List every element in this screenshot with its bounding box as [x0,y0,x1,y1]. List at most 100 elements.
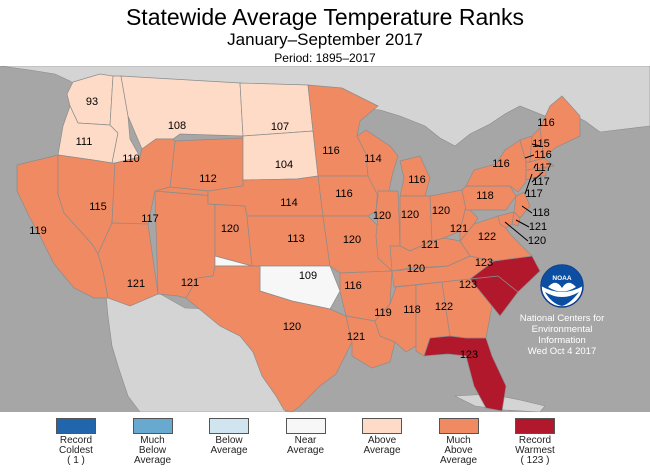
legend-item-record-coldest: Record Coldest( 1 ) [38,418,114,466]
map-legend: Record Coldest( 1 ) Much Below Average Bel… [0,418,650,475]
rank-label-ar: 116 [344,280,362,292]
rank-label-ct: 117 [525,188,543,200]
rank-label-sc: 123 [459,279,477,291]
legend-extreme-value: ( 123 ) [520,455,550,466]
state-nj [513,191,531,219]
legend-item-below: Below Average [191,418,267,456]
legend-label: Much Below Average [133,435,172,466]
rank-label-il: 120 [373,210,391,222]
credit-line-1: National Centers for [520,313,604,324]
legend-swatch [362,418,402,434]
legend-item-record-warmest: Record Warmest( 123 ) [497,418,573,466]
rank-label-in: 120 [401,209,419,221]
leader-line-ct [524,173,533,195]
legend-label: Record Coldest [59,435,93,456]
rank-label-vt: 116 [534,149,552,161]
rank-label-nh: 115 [532,138,550,150]
rank-label-ga: 122 [435,301,453,313]
rank-label-co: 120 [221,223,239,235]
leader-line-md [504,221,529,242]
state-me [539,95,581,159]
noaa-logo-icon: NOAA [540,264,584,308]
rank-label-ia: 116 [335,188,353,200]
state-wi [356,129,399,197]
leader-line-ma [533,163,537,169]
rank-label-ny: 116 [492,158,510,170]
leader-line-vt [524,154,535,159]
legend-swatch [56,418,96,434]
state-ms [374,284,417,353]
legend-label: Below Average [210,435,248,456]
rank-label-ky: 121 [421,239,439,251]
temperature-rank-map: 93 111 110 108 107 104 112 114 113 109 120 121 120 11… [0,66,650,412]
rank-label-nm: 121 [181,277,199,289]
rank-label-ks: 113 [287,233,305,245]
legend-item-much-above: Much Above Average [421,418,497,466]
rank-label-nd: 107 [271,121,289,133]
rank-label-nj: 118 [532,207,550,219]
legend-label: Record Warmest [515,435,555,456]
rank-label-oh: 120 [432,205,450,217]
rank-label-wy: 112 [199,173,217,185]
rank-label-ok: 109 [299,270,317,282]
noaa-logo-text: NOAA [552,275,571,282]
state-sd [242,130,319,181]
legend-extreme-value: ( 1 ) [67,455,85,466]
state-az [97,222,159,307]
rank-label-az: 121 [127,278,145,290]
legend-swatch [285,418,326,434]
rank-label-me: 116 [537,117,555,129]
rank-label-sd: 104 [275,159,293,171]
state-fl [423,335,507,412]
rank-label-mo: 120 [343,234,361,246]
leader-line-ri [531,171,544,183]
rank-label-mn: 116 [322,145,340,157]
rank-label-ca: 119 [29,225,47,237]
rank-label-la: 121 [347,331,365,343]
credit-line-2: Environmental [532,324,593,335]
credit-line-3: Information [538,335,586,346]
legend-swatch [438,418,479,434]
legend-label: Above Average [363,435,401,456]
rank-label-wi: 114 [364,153,382,165]
rank-label-pa: 118 [476,190,494,202]
rank-label-ma: 117 [534,162,552,174]
state-md [497,211,515,229]
rank-label-or: 111 [76,136,93,148]
map-subtitle: January–September 2017 [227,30,423,49]
rank-label-id: 110 [122,153,140,165]
state-wv [459,205,479,242]
rank-label-ne: 114 [280,197,298,209]
legend-item-near: Near Average [268,418,344,456]
legend-swatch [132,418,173,434]
legend-swatch [209,418,249,434]
rank-label-ri: 117 [532,176,550,188]
rank-label-mi: 116 [408,174,426,186]
legend-item-above: Above Average [344,418,420,456]
credit-date: Wed Oct 4 2017 [528,346,596,357]
rank-label-al: 118 [403,304,421,316]
rank-label-md: 120 [528,235,546,247]
rank-label-de: 121 [529,221,547,233]
rank-label-nv: 115 [89,201,107,213]
legend-label: Near Average [286,435,325,456]
leader-line-de [515,219,530,228]
state-tx [185,265,353,412]
rank-label-va: 122 [478,231,496,243]
map-period: Period: 1895–2017 [274,51,376,65]
rank-label-ut: 117 [141,213,159,225]
rank-label-fl: 123 [460,349,478,361]
rank-label-ms: 119 [374,307,392,319]
legend-item-much-below: Much Below Average [115,418,191,466]
rank-label-wv: 121 [450,223,468,235]
rank-label-mt: 108 [168,120,186,132]
map-title: Statewide Average Temperature Ranks [125,4,525,30]
rank-label-wa: 93 [86,96,98,108]
legend-label: Much Above Average [439,435,478,466]
rank-label-nc: 123 [475,257,493,269]
state-va [459,215,533,262]
leader-line-nj [521,205,533,214]
leader-line-nh [531,143,541,147]
rank-label-tx: 120 [283,321,301,333]
legend-swatch [515,418,555,434]
